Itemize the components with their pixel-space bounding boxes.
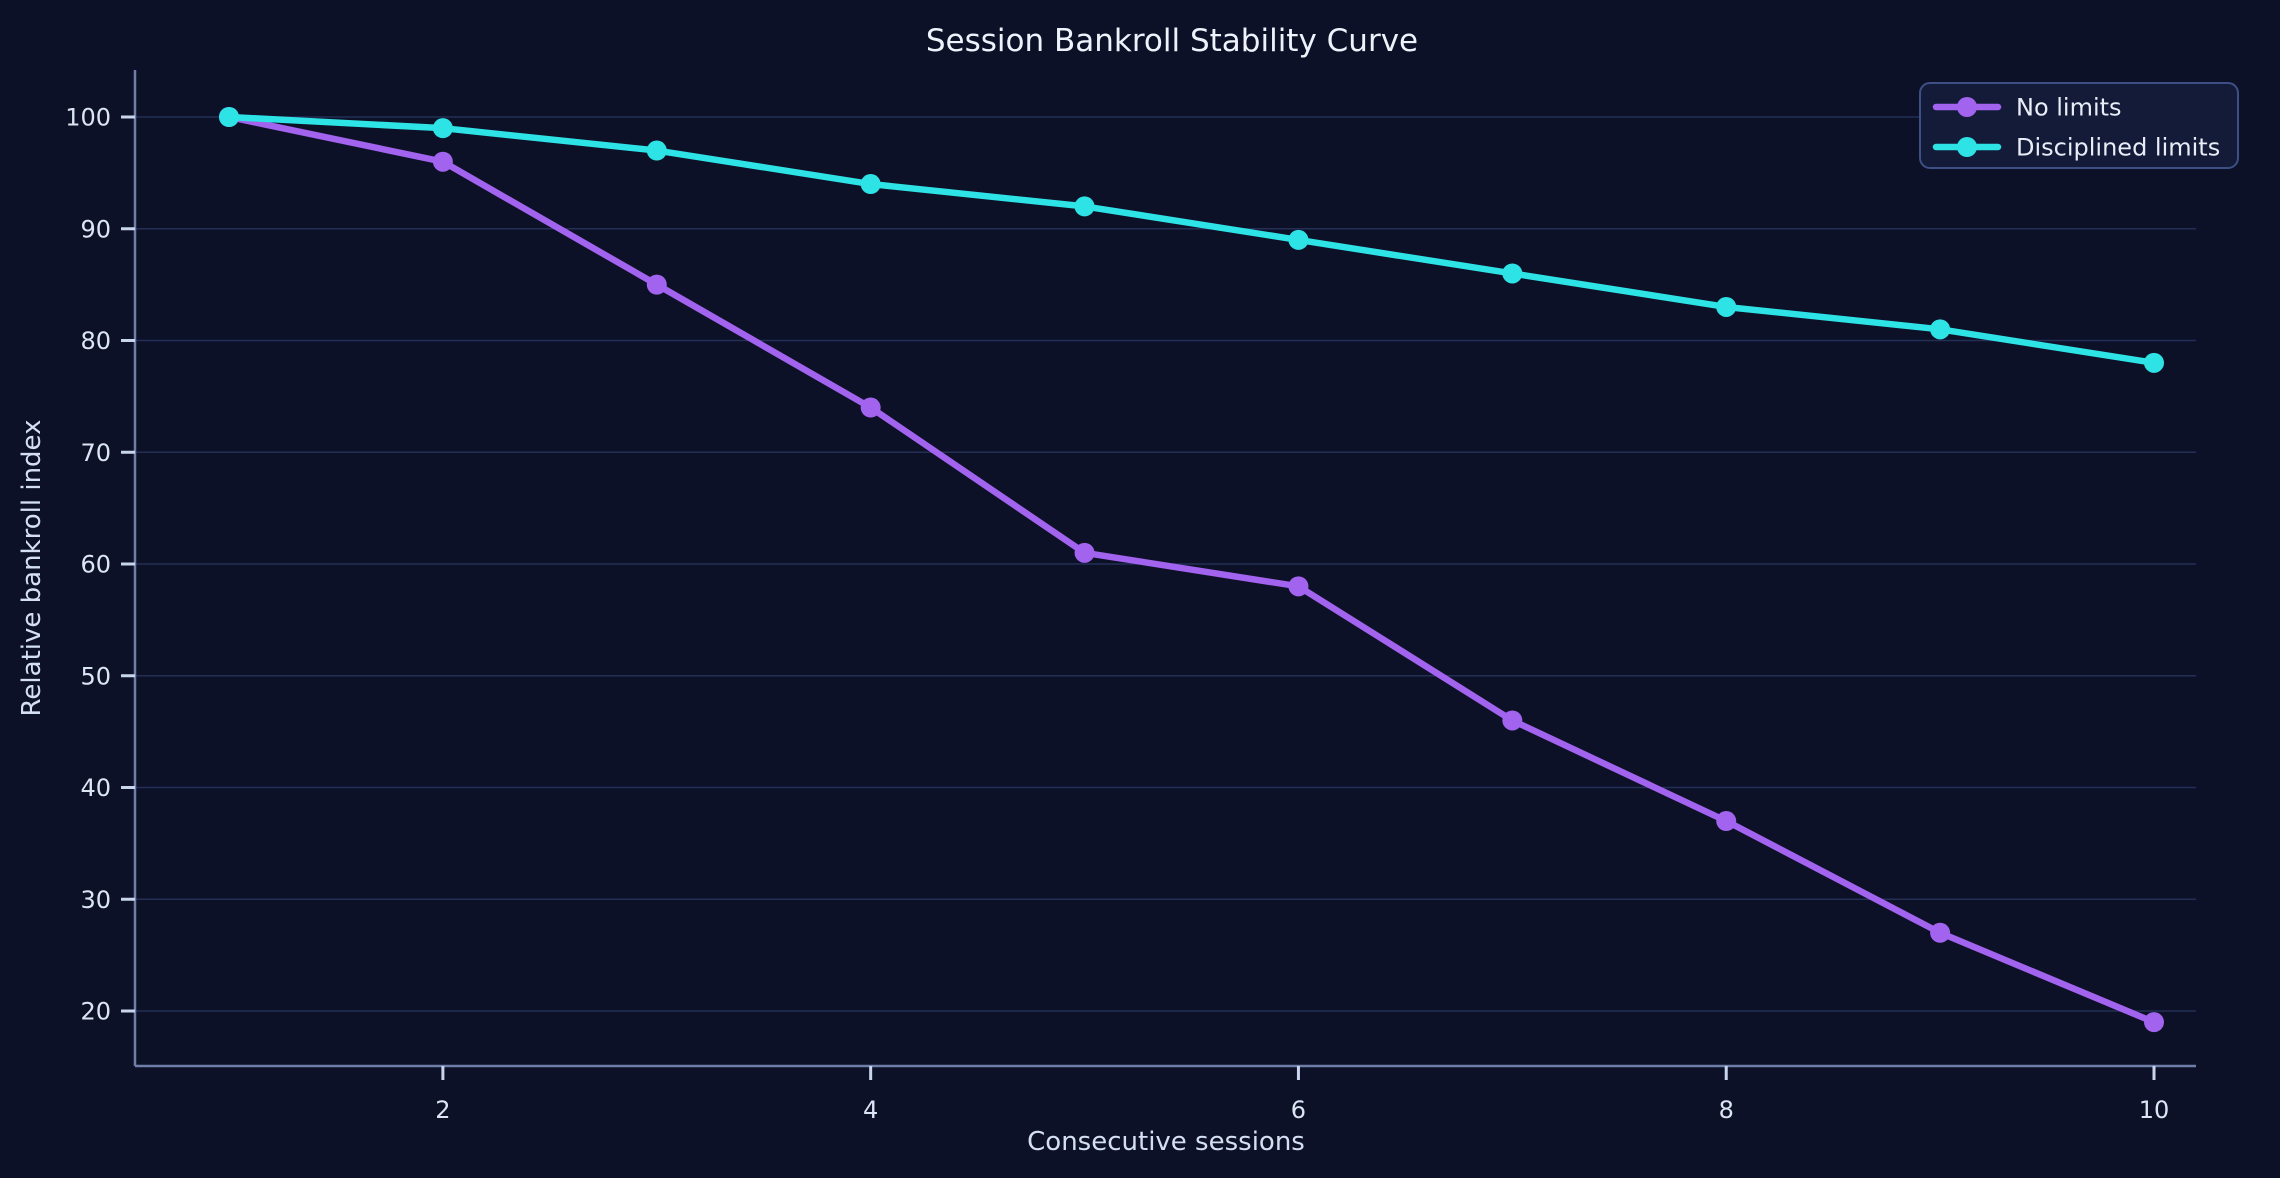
data-point-disciplined-limits-x10 bbox=[2144, 352, 2164, 373]
data-point-no-limits-x10 bbox=[2144, 1012, 2164, 1033]
series-line-no-limits bbox=[225, 113, 2158, 1026]
y-tick-label-50: 50 bbox=[80, 662, 111, 690]
legend: No limits Disciplined limits bbox=[1919, 82, 2239, 169]
data-point-no-limits-x8 bbox=[1716, 811, 1737, 832]
x-tick-label-10: 10 bbox=[2139, 1096, 2170, 1124]
data-point-no-limits-x4 bbox=[860, 397, 881, 418]
y-tick-label-90: 90 bbox=[80, 215, 111, 243]
x-tick-label-8: 8 bbox=[1719, 1096, 1734, 1124]
chart-title: Session Bankroll Stability Curve bbox=[926, 23, 1418, 59]
y-tick-label-60: 60 bbox=[80, 551, 111, 579]
data-point-disciplined-limits-x3 bbox=[646, 140, 667, 161]
series-lines bbox=[219, 107, 2164, 1033]
data-point-no-limits-x6 bbox=[1288, 576, 1309, 597]
data-point-no-limits-x2 bbox=[432, 151, 453, 172]
data-point-disciplined-limits-x6 bbox=[1288, 229, 1309, 250]
data-point-no-limits-x5 bbox=[1074, 542, 1095, 563]
series-line-disciplined-limits bbox=[225, 113, 2158, 367]
y-tick-label-70: 70 bbox=[80, 439, 111, 467]
data-point-disciplined-limits-x9 bbox=[1930, 319, 1951, 340]
y-tick-label-30: 30 bbox=[80, 886, 111, 914]
y-tick-label-40: 40 bbox=[80, 774, 111, 802]
legend-label-no-limits: No limits bbox=[2016, 94, 2122, 122]
legend-marker-no-limits bbox=[1957, 97, 1977, 117]
x-axis-label: Consecutive sessions bbox=[1027, 1127, 1305, 1157]
axes: 20 30 40 50 60 70 80 90 100 2 4 6 8 10 bbox=[65, 70, 2196, 1124]
y-tick-label-20: 20 bbox=[80, 998, 111, 1026]
data-point-disciplined-limits-x8 bbox=[1716, 296, 1737, 317]
legend-marker-disciplined-limits bbox=[1957, 137, 1977, 157]
data-point-no-limits-x3 bbox=[646, 274, 667, 295]
y-axis-label: Relative bankroll index bbox=[17, 420, 47, 717]
x-tick-label-4: 4 bbox=[863, 1096, 878, 1124]
x-tick-label-6: 6 bbox=[1291, 1096, 1306, 1124]
data-point-disciplined-limits-x7 bbox=[1502, 263, 1523, 284]
x-tick-label-2: 2 bbox=[435, 1096, 450, 1124]
legend-label-disciplined-limits: Disciplined limits bbox=[2016, 134, 2220, 162]
data-point-disciplined-limits-x5 bbox=[1074, 196, 1095, 217]
y-tick-label-100: 100 bbox=[65, 104, 111, 132]
data-point-no-limits-x7 bbox=[1502, 710, 1523, 731]
data-point-disciplined-limits-x1 bbox=[219, 107, 239, 127]
data-point-disciplined-limits-x4 bbox=[860, 174, 881, 195]
data-point-no-limits-x9 bbox=[1930, 922, 1951, 943]
data-point-disciplined-limits-x2 bbox=[432, 118, 453, 139]
y-tick-label-80: 80 bbox=[80, 327, 111, 355]
